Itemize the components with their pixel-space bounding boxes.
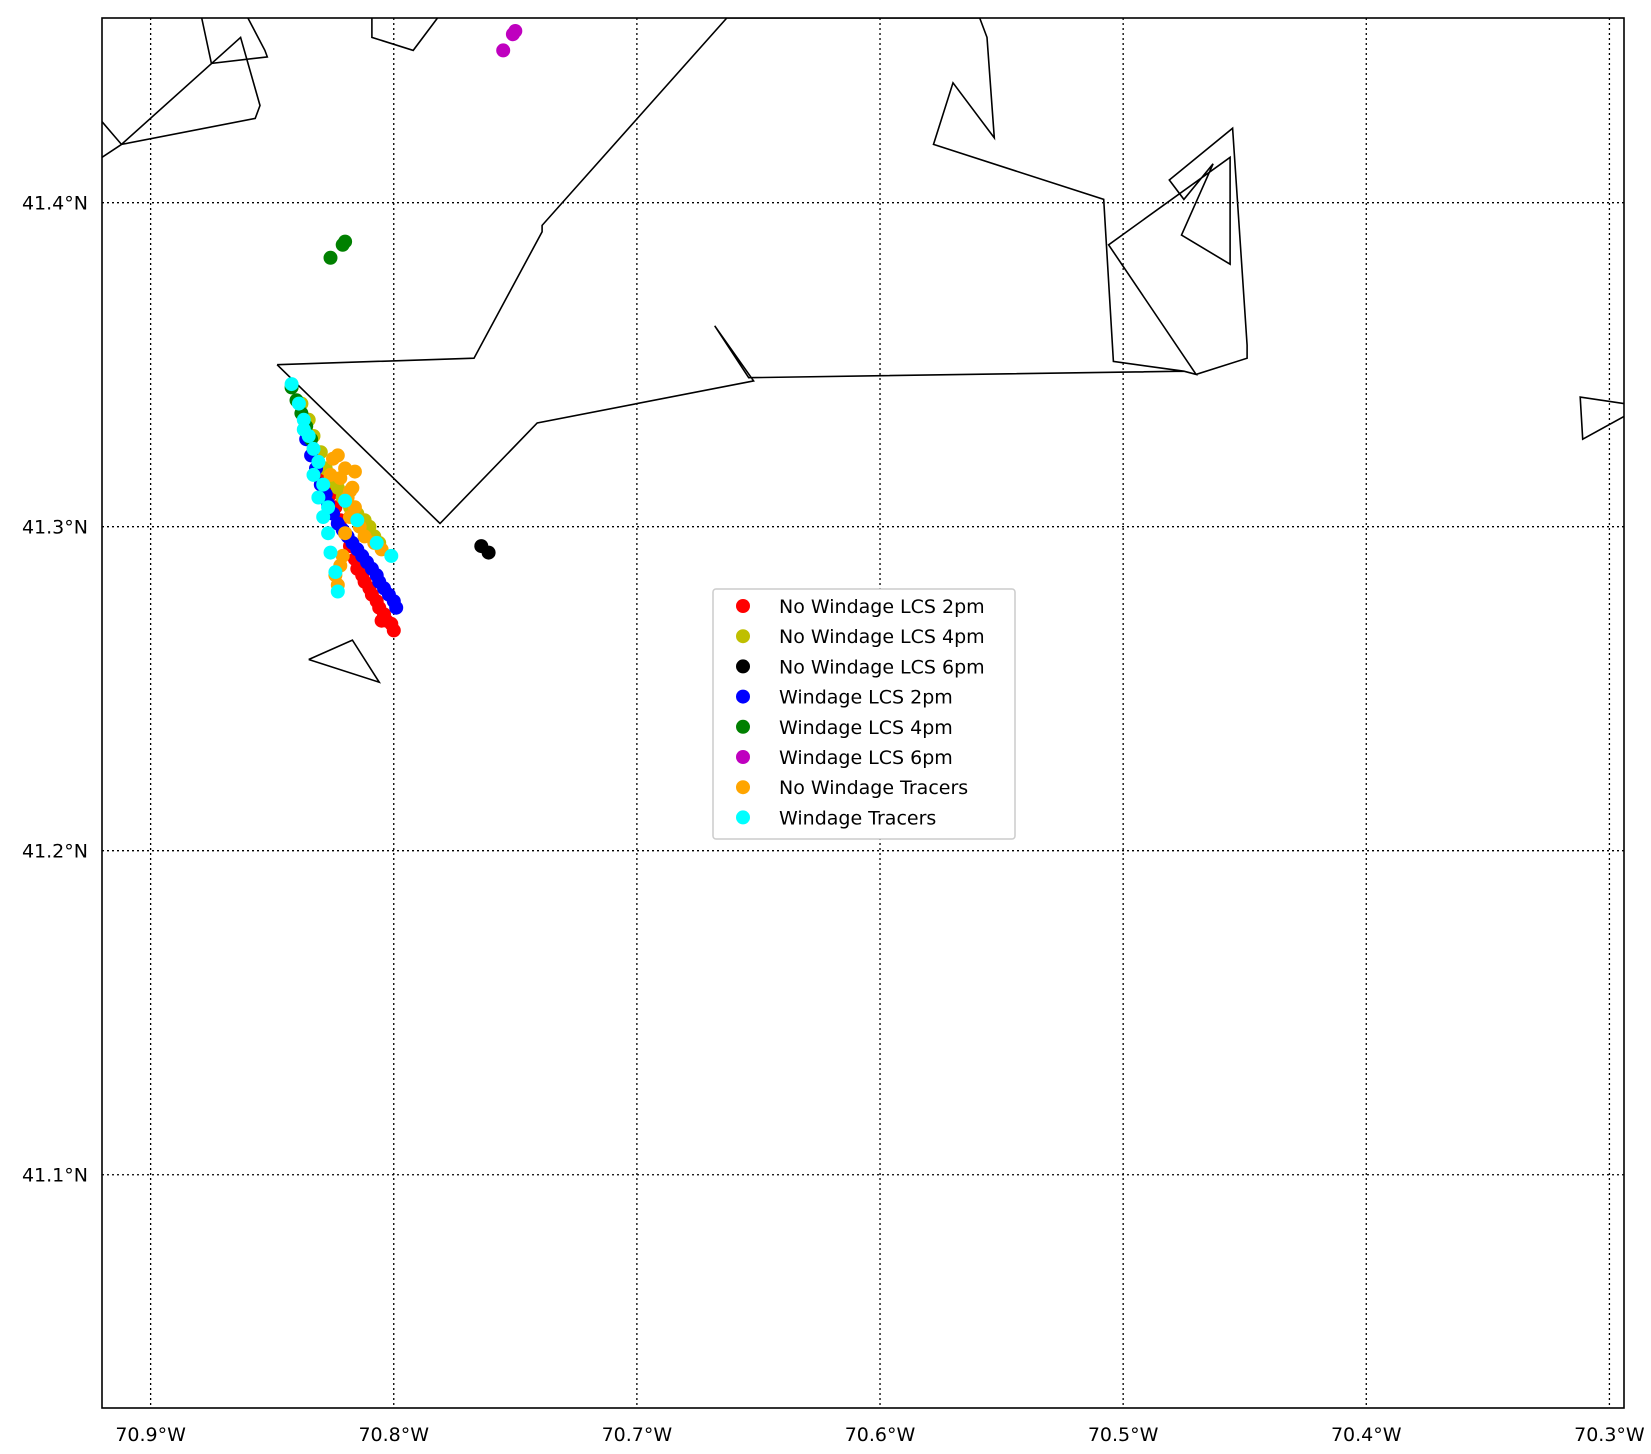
point-7-5 (311, 454, 326, 469)
point-7-16 (350, 513, 365, 528)
point-0-17 (386, 623, 401, 638)
point-0-18 (374, 613, 389, 628)
point-7-2 (296, 412, 311, 427)
legend-marker-1 (736, 629, 750, 644)
point-7-18 (384, 548, 399, 563)
legend-marker-3 (736, 689, 750, 704)
point-6-16 (323, 467, 338, 482)
point-3-20 (389, 600, 404, 615)
y-tick-label-2: 41.3°N (22, 517, 88, 539)
series-6 (323, 448, 389, 592)
point-7-19 (296, 422, 311, 437)
y-tick-label-0: 41.1°N (22, 1165, 88, 1187)
point-4-1 (335, 237, 350, 252)
legend-label-2: No Windage LCS 6pm (779, 656, 985, 678)
point-6-17 (347, 464, 362, 479)
point-5-2 (496, 43, 511, 58)
point-7-10 (316, 510, 331, 524)
point-7-1 (291, 396, 306, 411)
coastline-segment-4 (276, 18, 1248, 525)
legend-label-0: No Windage LCS 2pm (779, 596, 985, 618)
x-tick-label-1: 70.8°W (358, 1424, 429, 1446)
legend-label-6: No Windage Tracers (779, 777, 968, 799)
point-5-1 (505, 27, 520, 42)
x-tick-labels: 70.9°W 70.8°W 70.7°W 70.6°W 70.5°W 70.4°W 70.3… (115, 1424, 1645, 1446)
series-2 (474, 539, 496, 560)
coastline-segment-3 (371, 18, 439, 52)
point-2-1 (481, 545, 496, 560)
series-7 (284, 377, 399, 599)
plot-frame (101, 17, 1625, 1409)
point-7-11 (321, 526, 336, 541)
point-4-2 (323, 250, 338, 265)
point-7-12 (323, 545, 338, 560)
point-7-14 (330, 584, 345, 599)
point-7-6 (306, 467, 321, 482)
point-7-15 (338, 493, 353, 508)
legend-label-4: Windage LCS 4pm (779, 717, 953, 739)
legend-box (712, 588, 1016, 840)
point-6-8 (338, 526, 353, 541)
y-tick-label-3: 41.4°N (22, 193, 88, 215)
point-6-19 (326, 451, 340, 466)
x-tick-label-5: 70.4°W (1331, 1424, 1402, 1446)
point-7-4 (306, 441, 321, 456)
legend-label-7: Windage Tracers (779, 807, 936, 829)
legend-marker-5 (736, 750, 750, 764)
coastline (102, 18, 1624, 684)
legend-marker-4 (736, 719, 750, 734)
legend: No Windage LCS 2pm No Windage LCS 4pm No W… (712, 588, 1016, 840)
series-5 (496, 24, 523, 58)
x-tick-label-4: 70.5°W (1088, 1424, 1159, 1446)
coastline-segment-2 (200, 18, 269, 65)
x-tick-label-6: 70.3°W (1574, 1424, 1645, 1446)
legend-marker-7 (736, 810, 750, 825)
legend-marker-0 (736, 599, 750, 613)
point-7-7 (316, 477, 331, 492)
legend-marker-2 (736, 659, 750, 674)
series-4 (284, 234, 353, 447)
legend-marker-6 (736, 780, 750, 795)
legend-label-3: Windage LCS 2pm (779, 687, 953, 709)
coastline-segment-6 (1579, 396, 1624, 441)
coastline-segment-0 (102, 121, 123, 158)
point-7-8 (311, 490, 326, 505)
point-7-0 (284, 377, 299, 392)
point-7-13 (328, 565, 343, 580)
data-points (284, 24, 523, 638)
y-tick-label-1: 41.2°N (22, 841, 88, 863)
x-tick-label-0: 70.9°W (115, 1424, 186, 1446)
legend-label-1: No Windage LCS 4pm (779, 626, 985, 648)
y-tick-labels: 41.1°N 41.2°N 41.3°N 41.4°N (22, 193, 88, 1187)
coastline-segment-1 (120, 35, 261, 146)
coastline-segment-5 (308, 639, 382, 684)
legend-label-5: Windage LCS 6pm (779, 747, 953, 769)
x-tick-label-2: 70.7°W (602, 1424, 673, 1446)
x-tick-label-3: 70.6°W (845, 1424, 916, 1446)
point-7-17 (369, 535, 384, 550)
